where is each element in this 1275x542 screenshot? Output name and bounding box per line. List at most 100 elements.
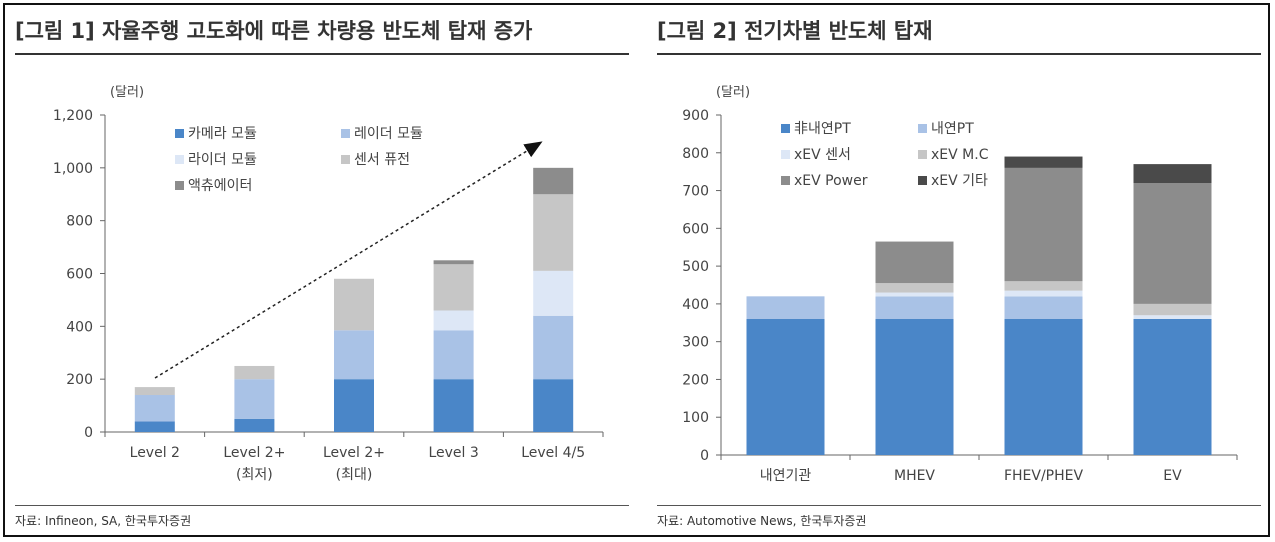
y-tick-label: 1,200 [53, 108, 93, 124]
x-tick-label: (최대) [336, 467, 373, 483]
x-tick-label: Level 2+ [323, 445, 385, 461]
y-tick-label: 500 [682, 259, 709, 275]
bar-segment [533, 379, 574, 432]
x-tick-label: Level 4/5 [521, 445, 585, 461]
legend-label: 라이더 모듈 [188, 152, 257, 168]
bar-segment [433, 379, 474, 432]
y-axis-unit-label: (달러) [110, 85, 144, 100]
y-tick-label: 0 [84, 425, 93, 441]
x-tick-label: FHEV/PHEV [1004, 468, 1084, 484]
x-tick-label: (최저) [236, 467, 273, 483]
figure-1-title: [그림 1] 자율주행 고도화에 따른 차량용 반도체 탑재 증가 [15, 19, 533, 43]
bar-segment [875, 292, 954, 297]
bar-segment [1004, 281, 1083, 291]
bar-segment [134, 395, 175, 422]
figure-frame: [그림 1] 자율주행 고도화에 따른 차량용 반도체 탑재 증가 0 200 40… [3, 3, 1270, 537]
y-axis-unit-label: (달러) [716, 85, 750, 100]
y-tick-label: 400 [66, 319, 93, 335]
bar-segment [746, 319, 825, 455]
bar-segment [875, 241, 954, 284]
x-tick-label: EV [1163, 468, 1182, 484]
y-tick-label: 900 [682, 108, 709, 124]
y-tick-label: 600 [66, 267, 93, 283]
y-tick-label: 700 [682, 184, 709, 200]
bar-segment [533, 167, 574, 195]
figure-1-title-rule [15, 53, 629, 55]
legend-swatch [175, 181, 184, 190]
bar-segment [875, 319, 954, 455]
legend-swatch [918, 150, 927, 159]
legend-label: 非내연PT [794, 121, 851, 137]
legend-label: 내연PT [931, 121, 974, 137]
figure-2-title: [그림 2] 전기차별 반도체 탑재 [657, 19, 933, 43]
legend-swatch [781, 150, 790, 159]
legend-label: xEV 센서 [794, 147, 851, 163]
legend-label: xEV 기타 [931, 173, 988, 189]
y-tick-label: 400 [682, 297, 709, 313]
bar-segment [1004, 156, 1083, 168]
x-tick-label: MHEV [894, 468, 935, 484]
bar-segment [134, 421, 175, 432]
bar-segment [1004, 319, 1083, 455]
bar-segment [334, 379, 374, 432]
figure-1-chart: 0 200 400 600 800 1,000 1,200 (달러) Level 2 Level … [53, 85, 604, 483]
legend-label: 레이더 모듈 [354, 126, 423, 142]
bar-segment [1133, 183, 1212, 304]
y-tick-label: 200 [682, 372, 709, 388]
legend-swatch [918, 124, 927, 133]
legend-swatch [781, 176, 790, 185]
legend-label: 센서 퓨전 [354, 152, 410, 168]
legend-label: 액츄에이터 [188, 178, 252, 194]
bar-segment [433, 310, 474, 331]
bar-segment [134, 387, 175, 396]
y-tick-label: 0 [700, 448, 709, 464]
figure-2-source: 자료: Automotive News, 한국투자증권 [657, 514, 867, 528]
bar-segment [234, 365, 275, 380]
x-tick-label: Level 3 [428, 445, 478, 461]
legend-label: 카메라 모듈 [188, 126, 257, 142]
bar-segment [746, 296, 825, 319]
bar-segment [1133, 303, 1212, 316]
bar-segment [533, 270, 574, 316]
y-tick-label: 800 [66, 214, 93, 230]
legend-label: xEV Power [794, 173, 868, 189]
bar-segment [1004, 167, 1083, 282]
bar-segment [334, 278, 374, 331]
y-tick-label: 300 [682, 335, 709, 351]
x-tick-label: Level 2 [130, 445, 180, 461]
x-tick-label: 내연기관 [760, 468, 812, 484]
bar-segment [234, 418, 275, 432]
figure-2-chart: 0 100 200 300 400 500 600 700 800 900 (달러) 내연기관 MHEV… [682, 85, 1238, 484]
bar-segment [334, 330, 374, 380]
figure-1-source: 자료: Infineon, SA, 한국투자증권 [15, 514, 192, 528]
y-tick-label: 800 [682, 146, 709, 162]
legend-swatch [341, 155, 350, 164]
bar-segment [875, 296, 954, 319]
figure-1-source-rule [15, 505, 629, 506]
y-tick-label: 1,000 [53, 161, 93, 177]
bar-segment [875, 283, 954, 293]
bar-segment [433, 264, 474, 311]
x-tick-label: Level 2+ [223, 445, 285, 461]
y-tick-label: 600 [682, 221, 709, 237]
bar-segment [1004, 296, 1083, 319]
bar-segment [433, 260, 474, 265]
legend-swatch [781, 124, 790, 133]
legend-swatch [918, 176, 927, 185]
legend-swatch [175, 155, 184, 164]
bar-segment [1004, 290, 1083, 297]
y-tick-label: 100 [682, 410, 709, 426]
legend-swatch [175, 129, 184, 138]
legend-label: xEV M.C [931, 147, 989, 163]
figure-2-source-rule [657, 505, 1261, 506]
figure-2-title-rule [657, 53, 1261, 55]
bar-segment [1133, 319, 1212, 455]
bar-segment [1133, 315, 1212, 319]
bar-segment [533, 315, 574, 380]
bar-segment [533, 194, 574, 271]
legend-swatch [341, 129, 350, 138]
bar-segment [433, 330, 474, 380]
bar-segment [234, 379, 275, 419]
bar-segment [1133, 164, 1212, 183]
y-tick-label: 200 [66, 372, 93, 388]
